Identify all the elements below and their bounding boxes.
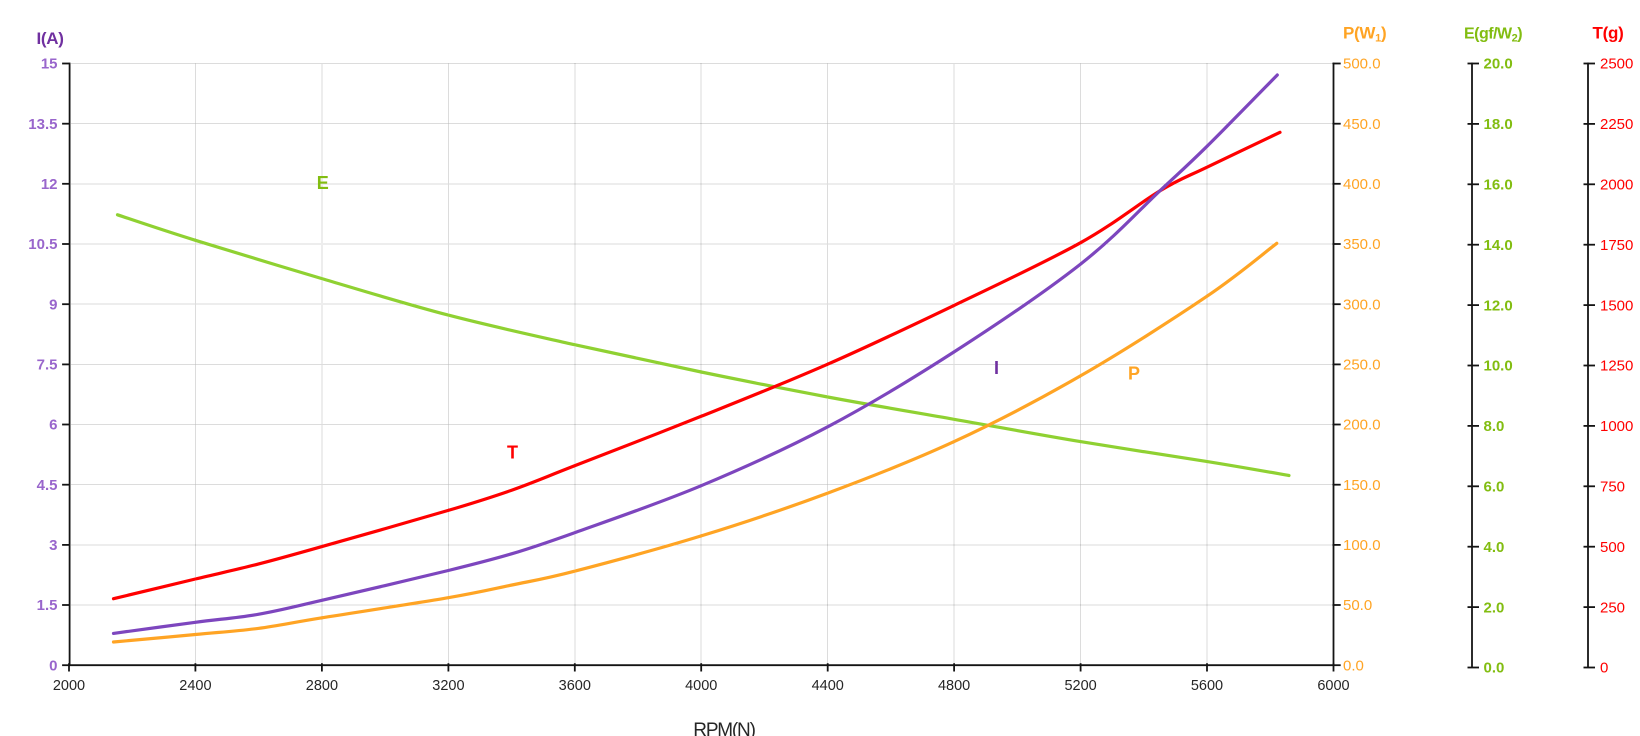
svg-text:2.0: 2.0 [1484,599,1505,616]
svg-text:450.0: 450.0 [1343,116,1381,133]
svg-text:5600: 5600 [1191,678,1223,694]
svg-text:2800: 2800 [306,678,338,694]
svg-text:2400: 2400 [179,678,211,694]
svg-text:T: T [507,443,518,463]
svg-text:5200: 5200 [1064,678,1096,694]
svg-text:6: 6 [49,417,57,434]
svg-text:1750: 1750 [1600,237,1633,254]
svg-text:6.0: 6.0 [1484,479,1505,496]
svg-text:2000: 2000 [1600,177,1633,194]
svg-text:T(g): T(g) [1593,24,1624,43]
svg-text:3200: 3200 [432,678,464,694]
svg-text:3: 3 [49,537,57,554]
svg-text:15: 15 [41,56,58,73]
svg-text:4.0: 4.0 [1484,539,1505,556]
svg-text:500.0: 500.0 [1343,56,1381,73]
svg-text:9: 9 [49,296,57,313]
svg-text:4400: 4400 [812,678,844,694]
svg-text:18.0: 18.0 [1484,116,1513,133]
svg-text:0.0: 0.0 [1484,660,1505,677]
svg-text:12.0: 12.0 [1484,297,1513,314]
svg-text:13.5: 13.5 [28,116,57,133]
svg-text:350.0: 350.0 [1343,236,1381,253]
svg-text:4.5: 4.5 [37,477,58,494]
svg-text:2000: 2000 [53,678,85,694]
svg-text:I(A): I(A) [36,29,63,48]
svg-text:1250: 1250 [1600,358,1633,375]
svg-text:10.5: 10.5 [28,236,57,253]
svg-text:100.0: 100.0 [1343,537,1381,554]
svg-text:6000: 6000 [1317,678,1349,694]
svg-text:20.0: 20.0 [1484,56,1513,73]
svg-text:4800: 4800 [938,678,970,694]
svg-text:0.0: 0.0 [1343,657,1364,674]
svg-text:400.0: 400.0 [1343,176,1381,193]
svg-text:1.5: 1.5 [37,597,58,614]
svg-text:12: 12 [41,176,58,193]
svg-text:7.5: 7.5 [37,357,58,374]
svg-text:0: 0 [1600,660,1608,677]
svg-text:750: 750 [1600,479,1625,496]
svg-text:I: I [994,358,999,378]
svg-text:2500: 2500 [1600,56,1633,73]
svg-text:0: 0 [49,657,57,674]
svg-text:8.0: 8.0 [1484,418,1505,435]
svg-text:3600: 3600 [559,678,591,694]
svg-text:4000: 4000 [685,678,717,694]
svg-text:E: E [317,173,329,193]
svg-text:P: P [1128,364,1140,384]
svg-text:50.0: 50.0 [1343,597,1372,614]
svg-text:250.0: 250.0 [1343,357,1381,374]
svg-text:200.0: 200.0 [1343,417,1381,434]
svg-text:1000: 1000 [1600,418,1633,435]
svg-text:150.0: 150.0 [1343,477,1381,494]
svg-text:2250: 2250 [1600,116,1633,133]
svg-text:10.0: 10.0 [1484,358,1513,375]
svg-text:500: 500 [1600,539,1625,556]
svg-text:300.0: 300.0 [1343,296,1381,313]
svg-text:1500: 1500 [1600,297,1633,314]
svg-text:RPM(N): RPM(N) [693,720,755,736]
svg-text:14.0: 14.0 [1484,237,1513,254]
svg-text:E(gf/W2): E(gf/W2) [1464,26,1522,45]
svg-text:250: 250 [1600,599,1625,616]
svg-text:16.0: 16.0 [1484,177,1513,194]
